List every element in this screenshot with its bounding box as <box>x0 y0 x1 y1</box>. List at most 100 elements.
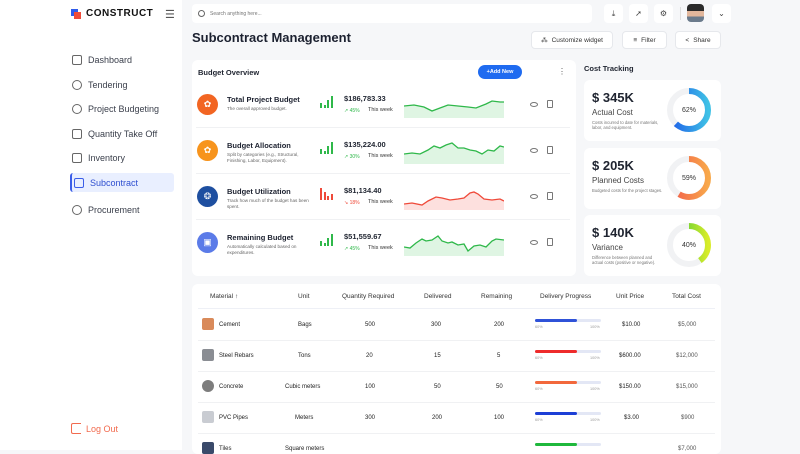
avatar[interactable] <box>687 4 704 22</box>
sidebar-item-inventory[interactable]: Inventory <box>70 148 174 168</box>
table-row[interactable]: Steel Rebars Tons 20 15 5 60% 100% $600.… <box>198 341 715 372</box>
budget-overview-card: Budget Overview +Add New ⋮ ✿ Total Proje… <box>192 60 576 276</box>
chevron-down-icon: ⌄ <box>718 9 725 18</box>
settings-icon: ⚙ <box>659 9 668 18</box>
row-pct: ↘ 18% <box>344 200 360 206</box>
profile-menu-button[interactable]: ⌄ <box>712 4 731 23</box>
pct-value: 30% <box>349 154 360 160</box>
document-icon[interactable] <box>547 100 553 108</box>
cell-unit: Meters <box>295 415 314 421</box>
sparkline <box>404 191 504 210</box>
card-label: Variance <box>592 243 623 252</box>
cell-unit-price: $600.00 <box>619 353 641 359</box>
add-new-button[interactable]: +Add New <box>478 65 522 79</box>
donut-percent: 59% <box>681 174 696 182</box>
row-amount: $81,134.40 <box>344 186 382 195</box>
cell-total: $7,000 <box>678 446 697 452</box>
cell-unit-price: $150.00 <box>619 384 641 390</box>
customize-label: Customize widget <box>551 36 603 44</box>
cell-unit: Square meters <box>285 446 325 452</box>
col-material[interactable]: Material ↑ <box>210 293 238 300</box>
col-unit[interactable]: Unit <box>298 293 310 300</box>
steel-rebars-icon <box>202 349 214 361</box>
sidebar-item-project-budgeting[interactable]: Project Budgeting <box>70 99 174 119</box>
table-row[interactable]: Tiles Square meters $7,000 <box>198 434 715 454</box>
customize-widget-button[interactable]: ⁂ Customize widget <box>531 31 613 49</box>
logo[interactable]: CONSTRUCT <box>71 8 153 19</box>
table-row[interactable]: Concrete Cubic meters 100 50 50 60% 100%… <box>198 372 715 403</box>
pct-value: 45% <box>349 108 360 114</box>
share-button[interactable]: < Share <box>675 31 721 49</box>
planned-costs-card: $ 205K Planned Costs Budgeted costs for … <box>584 148 721 209</box>
more-options-icon[interactable]: ⋮ <box>558 67 566 76</box>
sort-icon[interactable]: ↑ <box>234 293 239 300</box>
col-remaining[interactable]: Remaining <box>481 293 513 300</box>
hamburger-icon[interactable]: ☰ <box>165 9 175 21</box>
document-icon[interactable] <box>547 146 553 154</box>
col-delivered[interactable]: Delivered <box>424 293 452 300</box>
col-total-cost[interactable]: Total Cost <box>672 293 701 300</box>
sparkline <box>404 235 504 256</box>
row-title: Remaining Budget <box>227 233 294 242</box>
budget-row: ▣ Remaining Budget Automatically calcula… <box>196 220 570 266</box>
donut-chart <box>667 223 711 267</box>
sidebar-item-subcontract[interactable]: Subcontract <box>70 173 174 192</box>
view-icon[interactable] <box>530 148 538 153</box>
cell-delivered: 50 <box>434 384 441 390</box>
sidebar-item-label: Subcontract <box>90 177 139 188</box>
cell-total: $900 <box>681 415 695 421</box>
cell-remaining: 100 <box>494 415 505 421</box>
rocket-button[interactable]: ➚ <box>629 4 648 23</box>
download-icon: ⤓ <box>611 8 616 18</box>
budget-row: ✿ Budget Allocation Split by categories … <box>196 128 570 174</box>
table-row[interactable]: PVC Pipes Meters 300 200 100 60% 100% $3… <box>198 403 715 434</box>
cell-remaining: 5 <box>497 353 501 359</box>
budget-row: ❂ Budget Utilization Track how much of t… <box>196 174 570 220</box>
col-unit-price[interactable]: Unit Price <box>616 293 645 300</box>
subcontract-icon <box>74 177 84 188</box>
row-pct: ↗ 30% <box>344 154 360 160</box>
progress-end: 100% <box>590 418 600 422</box>
filter-button[interactable]: ≡ Filter <box>622 31 667 49</box>
progress-end: 100% <box>590 387 600 391</box>
sidebar-item-procurement[interactable]: Procurement <box>70 200 174 220</box>
dashboard-icon <box>72 55 82 65</box>
row-week: This week <box>368 199 393 205</box>
col-quantity-required[interactable]: Quantity Required <box>342 293 395 300</box>
search-input[interactable] <box>210 10 570 17</box>
logout-button[interactable]: Log Out <box>71 423 118 434</box>
settings-button[interactable]: ⚙ <box>654 4 673 23</box>
view-icon[interactable] <box>530 102 538 107</box>
delivery-progress-bar <box>535 443 601 446</box>
logout-label: Log Out <box>86 423 119 434</box>
grid-icon: ⁂ <box>541 37 548 44</box>
rocket-icon: ➚ <box>635 9 642 18</box>
header-label: Material <box>210 293 234 300</box>
row-week: This week <box>368 245 393 251</box>
col-delivery-progress[interactable]: Delivery Progress <box>540 293 592 300</box>
sidebar-item-tendering[interactable]: Tendering <box>70 75 174 95</box>
cell-remaining: 50 <box>496 384 503 390</box>
cell-remaining: 200 <box>494 322 505 328</box>
variance-card: $ 140K Variance Difference between plann… <box>584 215 721 276</box>
search-bar[interactable] <box>192 4 592 23</box>
download-button[interactable]: ⤓ <box>604 4 623 23</box>
share-label: Share <box>693 36 711 44</box>
table-row[interactable]: Cement Bags 500 300 200 60% 100% $10.00 … <box>198 310 715 341</box>
pvc-pipes-icon <box>202 411 214 423</box>
row-title: Budget Allocation <box>227 141 291 150</box>
view-icon[interactable] <box>530 240 538 245</box>
document-icon[interactable] <box>547 238 553 246</box>
header-divider <box>198 308 715 309</box>
sidebar-item-dashboard[interactable]: Dashboard <box>70 50 174 70</box>
row-amount: $186,783.33 <box>344 94 386 103</box>
view-icon[interactable] <box>530 194 538 199</box>
inventory-icon <box>72 153 82 163</box>
sidebar-item-label: Dashboard <box>88 55 133 65</box>
row-pct: ↗ 45% <box>344 246 360 252</box>
document-icon[interactable] <box>547 192 553 200</box>
sidebar-item-quantity-take-off[interactable]: Quantity Take Off <box>70 124 174 144</box>
bar-chart-icon <box>320 188 333 200</box>
divider <box>680 7 681 20</box>
materials-table: Material ↑ Unit Quantity Required Delive… <box>192 284 721 454</box>
